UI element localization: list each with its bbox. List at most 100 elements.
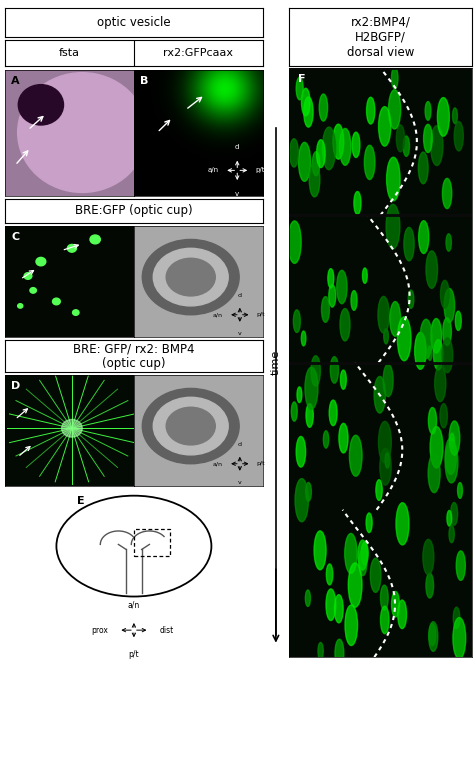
Circle shape	[359, 550, 367, 576]
Circle shape	[392, 67, 398, 89]
Circle shape	[349, 435, 362, 476]
Circle shape	[404, 228, 414, 261]
Ellipse shape	[142, 388, 239, 464]
Text: a/n: a/n	[213, 461, 223, 466]
Text: rx2:GFPcaax: rx2:GFPcaax	[164, 48, 234, 58]
Circle shape	[429, 623, 436, 646]
Circle shape	[296, 77, 303, 100]
Circle shape	[396, 503, 409, 545]
Circle shape	[340, 370, 346, 389]
Circle shape	[326, 589, 336, 620]
Text: v: v	[235, 190, 239, 196]
Text: d: d	[235, 144, 239, 151]
Circle shape	[335, 639, 344, 668]
Text: BRE: GFP/ rx2: BMP4
(optic cup): BRE: GFP/ rx2: BMP4 (optic cup)	[73, 342, 195, 370]
Circle shape	[365, 145, 375, 180]
Circle shape	[403, 136, 410, 157]
Text: B: B	[140, 76, 149, 86]
Circle shape	[305, 590, 310, 607]
Circle shape	[381, 585, 388, 610]
Circle shape	[426, 251, 438, 288]
Ellipse shape	[18, 85, 64, 125]
Circle shape	[440, 403, 447, 428]
Circle shape	[408, 290, 414, 309]
Circle shape	[290, 139, 299, 167]
Text: p/t: p/t	[256, 461, 265, 466]
Circle shape	[292, 402, 297, 421]
Circle shape	[295, 478, 309, 522]
Text: p/t: p/t	[128, 650, 139, 659]
Text: rx2:BMP4/
H2BGFP/
dorsal view: rx2:BMP4/ H2BGFP/ dorsal view	[346, 15, 414, 59]
Circle shape	[67, 244, 76, 252]
Circle shape	[438, 98, 449, 136]
Text: d: d	[238, 293, 242, 298]
Circle shape	[326, 564, 333, 585]
Circle shape	[424, 125, 432, 153]
Circle shape	[457, 483, 463, 498]
Circle shape	[442, 338, 453, 373]
Circle shape	[301, 331, 306, 346]
Circle shape	[419, 152, 428, 184]
Text: time: time	[271, 350, 281, 375]
Circle shape	[430, 125, 443, 166]
Circle shape	[36, 257, 46, 266]
Circle shape	[318, 643, 323, 659]
Circle shape	[453, 108, 457, 124]
Text: optic vesicle: optic vesicle	[97, 15, 171, 29]
Circle shape	[374, 377, 385, 413]
Circle shape	[317, 140, 325, 167]
Text: dist: dist	[160, 626, 174, 635]
Text: d: d	[238, 442, 242, 447]
Circle shape	[449, 421, 460, 455]
Circle shape	[431, 319, 442, 353]
Circle shape	[309, 163, 320, 197]
Circle shape	[329, 284, 336, 307]
Circle shape	[322, 127, 336, 170]
Text: E: E	[77, 496, 85, 506]
Circle shape	[328, 269, 334, 288]
Text: p/t: p/t	[256, 312, 265, 317]
Circle shape	[397, 317, 411, 361]
Circle shape	[430, 426, 443, 468]
Circle shape	[305, 367, 318, 410]
Circle shape	[385, 453, 390, 468]
Circle shape	[321, 296, 329, 322]
Circle shape	[396, 125, 405, 152]
Circle shape	[351, 290, 357, 310]
Circle shape	[454, 121, 464, 151]
Ellipse shape	[142, 239, 239, 315]
Text: C: C	[11, 231, 19, 241]
Circle shape	[348, 563, 362, 607]
Circle shape	[415, 332, 426, 369]
Circle shape	[384, 329, 389, 344]
Circle shape	[340, 309, 350, 341]
Circle shape	[363, 268, 367, 283]
Text: BRE:GFP (optic cup): BRE:GFP (optic cup)	[75, 204, 193, 218]
Circle shape	[312, 152, 320, 176]
Circle shape	[390, 302, 401, 336]
Circle shape	[339, 128, 351, 165]
Circle shape	[62, 419, 82, 437]
Circle shape	[426, 573, 434, 598]
Circle shape	[299, 142, 310, 181]
Text: a/n: a/n	[213, 312, 223, 317]
Circle shape	[288, 221, 301, 264]
Circle shape	[428, 407, 437, 434]
Ellipse shape	[153, 397, 228, 455]
Circle shape	[445, 438, 456, 474]
Circle shape	[450, 433, 454, 448]
Circle shape	[345, 605, 357, 646]
Circle shape	[451, 503, 457, 526]
Circle shape	[296, 436, 306, 467]
Circle shape	[301, 89, 310, 116]
Ellipse shape	[166, 407, 215, 445]
Circle shape	[445, 442, 458, 483]
Circle shape	[435, 365, 446, 402]
Text: v: v	[238, 332, 242, 336]
Circle shape	[453, 617, 466, 659]
Circle shape	[361, 542, 368, 565]
Circle shape	[333, 125, 344, 159]
Circle shape	[323, 431, 328, 448]
Circle shape	[428, 346, 432, 361]
Text: a/n: a/n	[208, 167, 219, 173]
